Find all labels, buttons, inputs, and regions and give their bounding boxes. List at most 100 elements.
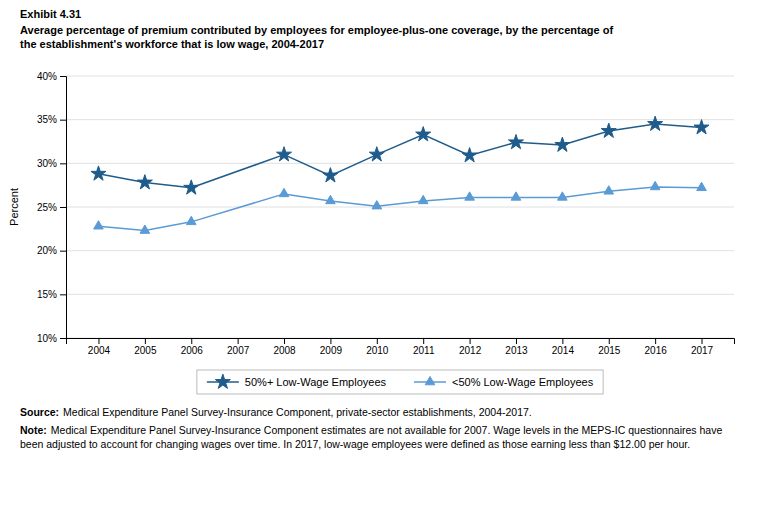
- y-tick-label: 40%: [37, 71, 57, 82]
- legend-item: <50% Low-Wage Employees: [414, 376, 594, 388]
- x-tick-label: 2016: [645, 345, 668, 356]
- x-tick-mark: [284, 338, 285, 344]
- x-tick-mark: [377, 338, 378, 344]
- x-tick: 2004: [88, 338, 111, 356]
- annotation-label: Note:: [20, 424, 47, 436]
- x-tick-mark: [609, 338, 610, 344]
- y-axis-label: Percent: [8, 188, 20, 226]
- x-tick-label: 2011: [413, 345, 435, 356]
- legend-item: 50%+ Low-Wage Employees: [207, 374, 387, 388]
- marker: [137, 175, 152, 189]
- x-tick: 2016: [645, 338, 668, 356]
- marker: [279, 188, 289, 196]
- x-tick-label: 2012: [459, 345, 482, 356]
- x-tick: 2010: [366, 338, 389, 356]
- x-tick: 2014: [552, 338, 575, 356]
- chart: Exhibit 4.31Average percentage of premiu…: [0, 0, 758, 518]
- title: the establishment's workforce that is lo…: [20, 38, 324, 50]
- x-tick: 2011: [413, 338, 435, 356]
- marker: [184, 180, 199, 194]
- y-tick-label: 20%: [37, 245, 57, 256]
- marker: [186, 216, 196, 224]
- y-tick: 30%: [37, 158, 66, 169]
- legend-marker: [215, 374, 230, 388]
- marker: [91, 166, 106, 180]
- x-tick: 2017: [691, 338, 714, 356]
- y-tick-mark: [60, 120, 66, 121]
- y-tick-label: 30%: [37, 158, 57, 169]
- x-tick-mark: [423, 338, 424, 344]
- marker: [326, 195, 336, 203]
- x-tick-label: 2008: [273, 345, 296, 356]
- x-tick: 2007: [227, 338, 250, 356]
- x-tick: 2015: [598, 338, 621, 356]
- grid-line: [66, 207, 734, 208]
- x-tick: 2012: [459, 338, 482, 356]
- y-tick: 40%: [37, 71, 66, 82]
- annotation-label: Source:: [20, 406, 59, 418]
- y-tick: 10%: [37, 333, 66, 344]
- y-tick: 15%: [37, 289, 66, 300]
- y-tick-label: 10%: [37, 333, 57, 344]
- plot-area: [91, 116, 709, 233]
- grid-line: [66, 119, 734, 120]
- y-axis-line: [60, 77, 67, 339]
- exhibit-label: Exhibit 4.31: [20, 8, 81, 20]
- y-tick-label: 35%: [37, 114, 57, 125]
- marker: [277, 147, 292, 161]
- series: [94, 181, 707, 233]
- x-axis-line: [67, 339, 735, 345]
- x-tick: 2005: [134, 338, 157, 356]
- x-tick: 2008: [273, 338, 296, 356]
- grid-line: [66, 250, 734, 251]
- marker: [94, 221, 104, 229]
- y-tick-mark: [60, 338, 66, 339]
- y-tick: 25%: [37, 202, 66, 213]
- grid-line: [66, 294, 734, 295]
- marker: [511, 192, 521, 200]
- y-tick-mark: [60, 251, 66, 252]
- x-tick-mark: [98, 338, 99, 344]
- x-axis: 2004 2005 2006 2007 2008 2009 2010 2011 2012 2013…: [67, 338, 735, 356]
- x-tick-mark: [145, 338, 146, 344]
- x-tick-label: 2007: [227, 345, 250, 356]
- x-tick: 2006: [181, 338, 204, 356]
- legend-label: 50%+ Low-Wage Employees: [245, 376, 387, 388]
- marker: [555, 137, 570, 151]
- annotation-text: been adjusted to account for changing wa…: [20, 438, 690, 450]
- marker: [650, 181, 660, 189]
- x-tick-label: 2004: [88, 345, 111, 356]
- legend-box: [197, 370, 603, 394]
- y-tick-label: 15%: [37, 289, 57, 300]
- marker: [558, 192, 568, 200]
- x-tick-mark: [330, 338, 331, 344]
- y-tick: 20%: [37, 245, 66, 256]
- marker: [418, 195, 428, 203]
- y-tick-label: 25%: [37, 202, 57, 213]
- gap-connector: [191, 155, 284, 188]
- x-tick-mark: [191, 338, 192, 344]
- y-tick-mark: [60, 163, 66, 164]
- marker: [601, 123, 616, 137]
- x-tick: 2013: [505, 338, 528, 356]
- x-tick-label: 2014: [552, 345, 575, 356]
- grid: [66, 76, 734, 338]
- marker: [416, 127, 431, 141]
- x-tick-mark: [238, 338, 239, 344]
- x-tick-label: 2006: [181, 345, 204, 356]
- y-tick-mark: [60, 76, 66, 77]
- marker: [697, 182, 707, 190]
- gap-connector: [191, 194, 284, 222]
- x-tick-label: 2009: [320, 345, 343, 356]
- x-tick-label: 2010: [366, 345, 389, 356]
- y-tick: 35%: [37, 114, 66, 125]
- marker: [508, 134, 523, 148]
- x-tick-label: 2013: [505, 345, 528, 356]
- legend: 50%+ Low-Wage Employees <50% Low-Wage Emp…: [197, 370, 603, 394]
- x-tick-mark: [470, 338, 471, 344]
- marker: [369, 147, 384, 161]
- x-tick-mark: [562, 338, 563, 344]
- marker: [604, 186, 614, 194]
- marker: [462, 148, 477, 162]
- series: [91, 116, 709, 194]
